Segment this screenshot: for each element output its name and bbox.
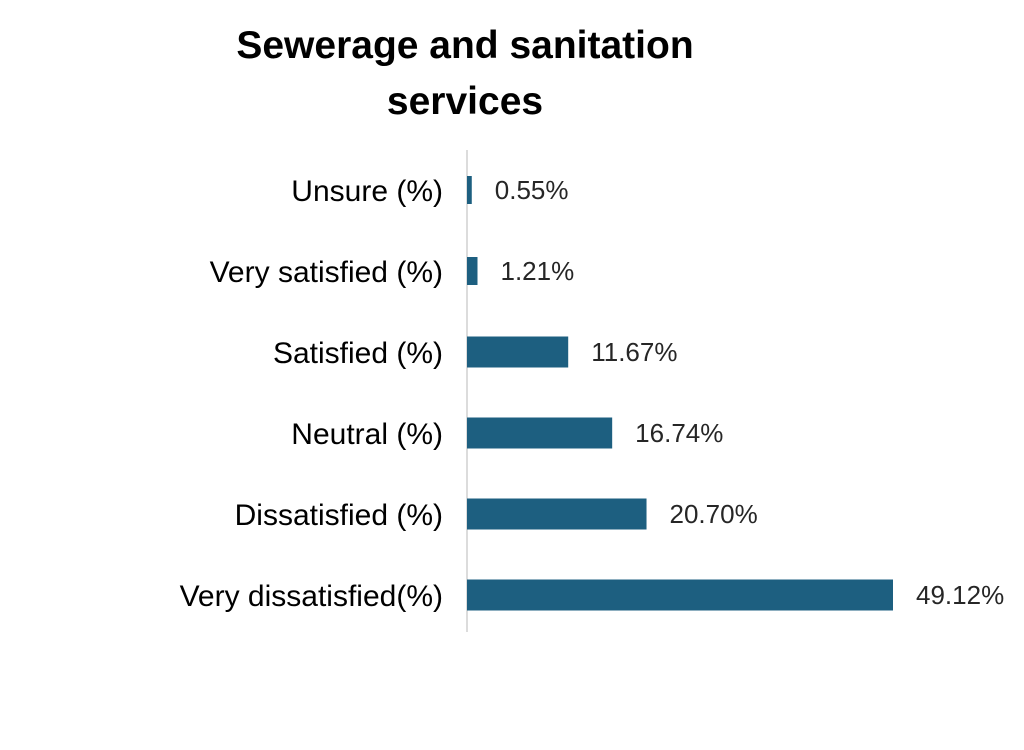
value-label: 0.55%	[495, 175, 569, 205]
bars-group: Unsure (%) 0.55% Very satisfied (%) 1.21% Sa…	[180, 175, 1005, 613]
chart-title: Sewerage and sanitation services	[236, 24, 694, 123]
bar	[467, 417, 613, 449]
category-label: Neutral (%)	[291, 418, 443, 451]
category-label: Very satisfied (%)	[210, 256, 443, 289]
category-label: Satisfied (%)	[273, 337, 443, 370]
bar	[467, 176, 472, 204]
category-label: Very dissatisfied(%)	[180, 580, 443, 613]
bar	[467, 257, 478, 285]
value-label: 1.21%	[500, 256, 574, 286]
value-label: 11.67%	[591, 337, 677, 367]
bar	[467, 498, 647, 530]
category-label: Unsure (%)	[291, 175, 443, 208]
value-label: 49.12%	[916, 580, 1004, 610]
value-label: 16.74%	[635, 418, 723, 448]
category-label: Dissatisfied (%)	[235, 499, 443, 532]
value-label: 20.70%	[670, 499, 758, 529]
bar	[467, 579, 893, 611]
bar	[467, 336, 569, 368]
